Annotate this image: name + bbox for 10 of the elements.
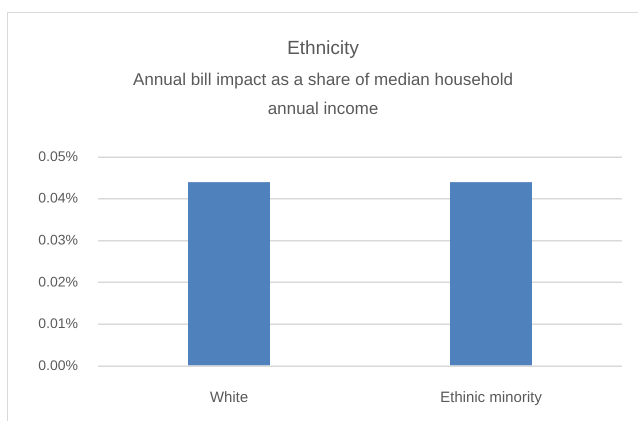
y-tick-label: 0.05% [38,148,78,164]
chart-title: Ethnicity [286,37,360,61]
y-tick-label: 0.00% [38,356,78,373]
y-tick-label: 0.03% [38,231,78,248]
x-tick-label: Ethinic minority [440,389,542,406]
y-tick-label: 0.02% [38,273,78,290]
x-tick-label: White [210,389,248,406]
y-tick-label: 0.01% [38,315,78,332]
y-tick-label: 0.04% [38,190,78,206]
chart-subtitle: Annual bill impact as a share of median household annual income [132,69,514,120]
